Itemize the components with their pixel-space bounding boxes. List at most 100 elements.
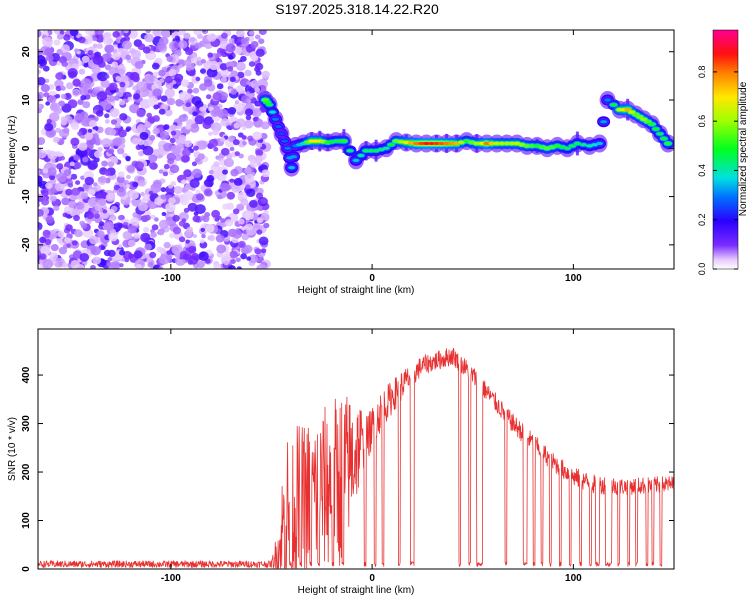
noise-speckle (248, 254, 259, 264)
noise-speckle (64, 237, 71, 244)
noise-speckle (232, 139, 240, 146)
noise-speckle (258, 30, 267, 36)
noise-speckle (258, 38, 265, 44)
page-title: S197.2025.318.14.22.R20 (275, 1, 439, 17)
noise-speckle (202, 30, 207, 33)
noise-speckle (41, 189, 49, 197)
snr-x-tick-label: -100 (161, 573, 181, 584)
noise-speckle (240, 55, 247, 62)
noise-speckle (70, 260, 80, 269)
noise-speckle (138, 202, 148, 212)
noise-speckle (38, 77, 46, 86)
noise-speckle (212, 92, 222, 101)
noise-speckle (248, 61, 256, 67)
noise-speckle (163, 163, 170, 170)
noise-speckle (38, 30, 42, 38)
noise-speckle (60, 155, 65, 161)
ridge-point (478, 141, 486, 146)
noise-speckle (124, 258, 130, 263)
noise-speckle (225, 43, 236, 53)
noise-speckle (108, 232, 118, 242)
noise-speckle (127, 96, 133, 102)
spectrogram-y-label: Frequency (Hz) (7, 116, 18, 185)
noise-speckle (132, 137, 140, 145)
noise-speckle (104, 74, 110, 79)
noise-speckle (196, 260, 205, 269)
noise-speckle (256, 229, 263, 235)
noise-speckle (172, 83, 179, 89)
ridge-point (443, 141, 451, 146)
noise-speckle (240, 253, 248, 260)
noise-speckle (192, 87, 200, 94)
spectrogram-x-ticks: -100 0 100 (161, 30, 582, 284)
noise-speckle (66, 243, 71, 248)
snr-y-tick-label: 300 (21, 415, 32, 432)
noise-speckle (107, 249, 116, 257)
noise-speckle (123, 179, 130, 186)
noise-speckle (80, 192, 89, 200)
noise-speckle (125, 174, 131, 180)
noise-speckle (75, 180, 81, 185)
noise-speckle (184, 140, 193, 148)
noise-speckle (258, 236, 269, 246)
noise-speckle (152, 88, 162, 97)
noise-speckle (226, 191, 236, 200)
noise-speckle (240, 37, 248, 45)
ridge-point (290, 155, 298, 159)
noise-speckle (47, 95, 57, 104)
noise-speckle (172, 214, 180, 222)
noise-speckle (181, 218, 187, 223)
colorbar-tick-label: 0.4 (697, 164, 707, 177)
ridge-point (644, 120, 652, 124)
noise-speckle (136, 81, 147, 91)
noise-speckle (87, 50, 94, 56)
snr-x-label: Height of straight line (km) (298, 585, 415, 596)
noise-speckle (250, 80, 261, 89)
ridge-point (636, 115, 644, 119)
noise-speckle (117, 223, 124, 229)
noise-speckle (79, 86, 89, 96)
noise-speckle (163, 142, 174, 152)
ridge-point (664, 141, 672, 146)
noise-speckle (98, 176, 107, 184)
ridge-point (357, 153, 365, 158)
noise-speckle (196, 140, 208, 150)
ridge-point (628, 110, 636, 114)
noise-speckle (223, 260, 229, 266)
noise-speckle (244, 167, 252, 175)
noise-speckle (153, 148, 161, 156)
colorbar-label: Normalized spectral amplitude (738, 81, 749, 216)
noise-speckle (160, 95, 168, 102)
noise-speckle (126, 165, 135, 173)
noise-speckle (182, 148, 191, 157)
noise-speckle (263, 222, 270, 229)
noise-speckle (70, 173, 78, 180)
ridge-point (488, 141, 496, 146)
noise-speckle (125, 126, 132, 132)
noise-speckle (134, 161, 144, 170)
noise-speckle (65, 188, 73, 196)
snr-y-tick-label: 200 (21, 463, 32, 480)
snr-series-line (38, 347, 674, 569)
noise-speckle (222, 169, 228, 175)
noise-speckle (158, 219, 170, 229)
noise-speckle (49, 174, 55, 181)
noise-speckle (79, 220, 86, 226)
noise-speckle (38, 169, 41, 175)
noise-speckle (169, 164, 180, 174)
noise-speckle (144, 122, 152, 129)
noise-speckle (58, 246, 68, 255)
ridge-point (367, 149, 375, 153)
noise-speckle (199, 106, 205, 112)
noise-speckle (205, 223, 215, 233)
noise-speckle (181, 179, 187, 184)
noise-speckle (158, 69, 166, 77)
noise-speckle (87, 128, 93, 133)
noise-speckle (117, 68, 126, 76)
noise-speckle (125, 54, 132, 60)
noise-speckle (76, 50, 81, 55)
noise-speckle (60, 116, 68, 123)
noise-speckle (119, 263, 124, 268)
snr-x-tick-label: 100 (565, 573, 582, 584)
noise-speckle (104, 170, 111, 176)
